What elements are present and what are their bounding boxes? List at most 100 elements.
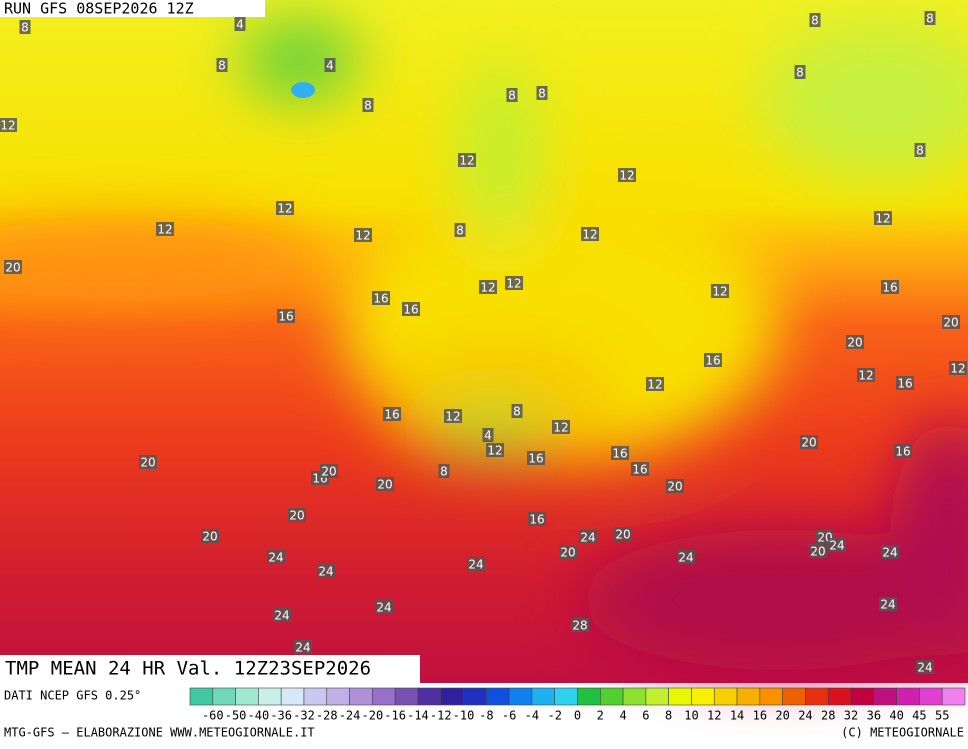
contour-label: 28: [572, 619, 587, 633]
source-label: DATI NCEP GFS 0.25°: [4, 689, 141, 703]
contour-label-box: [646, 377, 664, 391]
legend-swatch: [212, 687, 236, 706]
legend-tick-label: 8: [665, 709, 672, 723]
legend-swatch: [554, 687, 578, 706]
contour-label-box: [354, 228, 372, 242]
contour-label-box: [506, 88, 518, 102]
legend-tick-label: 2: [597, 709, 604, 723]
contour-label-box: [139, 455, 157, 469]
contour-label-box: [376, 477, 394, 491]
contour-label-box: [4, 260, 22, 274]
legend-tick-label: 36: [867, 709, 881, 723]
contour-label-box: [857, 368, 875, 382]
contour-label-box: [949, 361, 967, 375]
footer-left: MTG-GFS — ELABORAZIONE WWW.METEOGIORNALE…: [4, 726, 315, 740]
legend-tick-label: -36: [270, 709, 292, 723]
contour-label-box: [277, 309, 295, 323]
contour-label: 24: [882, 546, 897, 560]
contour-label: 12: [480, 281, 495, 295]
contour-label: 24: [268, 551, 283, 565]
contour-label-box: [458, 153, 476, 167]
legend-tick-label: -20: [362, 709, 384, 723]
contour-label-box: [317, 564, 335, 578]
contour-label: 16: [403, 303, 418, 317]
legend-swatch: [508, 687, 533, 706]
contour-label-box: [579, 530, 597, 544]
run-label: RUN GFS 08SEP2026 12Z: [4, 0, 194, 18]
contour-label-box: [924, 11, 936, 25]
contour-label: 24: [318, 565, 333, 579]
contour-label: 12: [875, 212, 890, 226]
contour-label: 8: [796, 66, 804, 80]
contour-label: 8: [440, 465, 448, 479]
contour-label-box: [631, 462, 649, 476]
contour-label: 8: [21, 21, 29, 35]
contour-label: 20: [801, 436, 816, 450]
contour-label: 16: [895, 445, 910, 459]
contour-label: 8: [364, 99, 372, 113]
contour-label: 24: [880, 598, 895, 612]
legend-tick-label: -14: [407, 709, 429, 723]
title-box: [0, 655, 420, 683]
contour-label: 12: [582, 228, 597, 242]
contour-label-box: [552, 420, 570, 434]
legend-swatch: [599, 687, 624, 706]
contour-label: 12: [858, 369, 873, 383]
legend-swatch: [713, 687, 738, 706]
legend-swatch: [326, 687, 350, 706]
contour-label-box: [809, 13, 821, 27]
legend-swatch: [873, 687, 897, 706]
legend-swatch: [303, 687, 328, 706]
contour-label: 20: [615, 528, 630, 542]
contour-label: 12: [277, 202, 292, 216]
legend-tick-label: -12: [430, 709, 452, 723]
legend-tick-label: 24: [798, 709, 812, 723]
contour-label: 8: [508, 89, 516, 103]
legend-tick-label: 20: [775, 709, 789, 723]
contour-label: 24: [376, 601, 391, 615]
legend-tick-label: -50: [225, 709, 247, 723]
contour-label-box: [571, 618, 589, 632]
contour-label-box: [666, 479, 684, 493]
legend-tick-label: 0: [574, 709, 581, 723]
contour-label-box: [438, 464, 450, 478]
contour-label: 20: [289, 509, 304, 523]
legend-swatch: [372, 687, 396, 706]
contour-label-box: [383, 407, 401, 421]
legend-swatch: [759, 687, 783, 706]
legend-swatch: [782, 687, 806, 706]
contour-label-box: [559, 545, 577, 559]
contour-label: 24: [678, 551, 693, 565]
legend-swatch: [463, 687, 487, 706]
contour-label-box: [288, 508, 306, 522]
legend-swatch: [394, 687, 419, 706]
legend-swatch: [577, 687, 601, 706]
contour-label: 12: [459, 154, 474, 168]
contour-label: 20: [943, 316, 958, 330]
contour-label: 20: [847, 336, 862, 350]
contour-label: 12: [950, 362, 965, 376]
legend-swatch: [486, 687, 510, 706]
legend-tick-label: -24: [339, 709, 361, 723]
legend-tick-label: 32: [844, 709, 858, 723]
contour-label: 4: [326, 59, 334, 73]
contour-labels: 8 4 8 4 8 8 8 8 12 8 8 12 12 8 12 12 12 8 12 12 20 12 12 12 16 16…: [0, 11, 967, 675]
contour-label: 8: [538, 87, 546, 101]
legend-tick-label: 45: [912, 709, 926, 723]
contour-label: 24: [829, 539, 844, 553]
contour-label-box: [894, 444, 912, 458]
legend-swatch: [622, 687, 647, 706]
legend-tick-label: 12: [707, 709, 721, 723]
contour-label-box: [267, 550, 285, 564]
legend-tick-label: 55: [935, 709, 949, 723]
legend-swatch: [850, 687, 875, 706]
contour-label: 12: [0, 119, 15, 133]
contour-label: 20: [140, 456, 155, 470]
contour-label-box: [276, 201, 294, 215]
legend-swatch: [896, 687, 920, 706]
map-title: TMP MEAN 24 HR Val. 12Z23SEP2026: [5, 658, 371, 680]
temperature-field: [0, 20, 968, 670]
legend-swatch: [280, 687, 305, 706]
legend-tick-label: 28: [821, 709, 835, 723]
